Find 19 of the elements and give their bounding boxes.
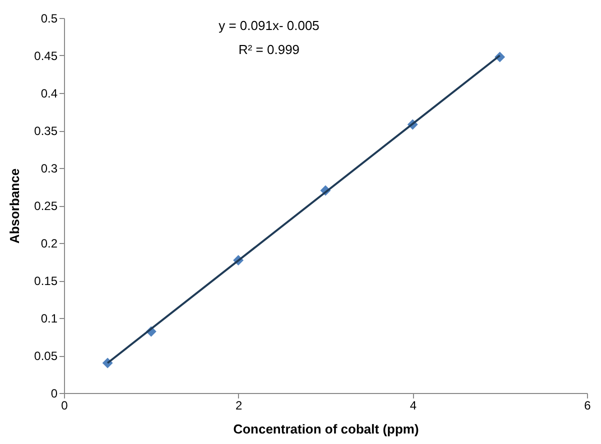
x-axis-title: Concentration of cobalt (ppm) xyxy=(233,422,419,436)
annotation: y = 0.091x- 0.005 xyxy=(218,18,320,33)
y-tick-label: 0.3 xyxy=(40,162,58,176)
y-tick-label: 0.15 xyxy=(34,274,58,288)
x-tick-label: 2 xyxy=(235,398,242,412)
y-tick-label: 0.5 xyxy=(40,12,58,26)
y-tick-label: 0 xyxy=(50,386,58,400)
y-tick-label: 0.05 xyxy=(34,349,58,363)
y-axis-title: Absorbance xyxy=(7,168,22,244)
y-tick-label: 0.1 xyxy=(40,312,58,326)
y-tick-label: 0.4 xyxy=(40,86,58,100)
y-tick-label: 0.25 xyxy=(34,199,58,213)
annotation: R² = 0.999 xyxy=(238,42,300,57)
x-tick-label: 6 xyxy=(584,398,592,412)
y-tick-label: 0.2 xyxy=(40,236,58,250)
y-tick-label: 0.35 xyxy=(34,124,58,138)
x-tick-label: 0 xyxy=(61,398,68,412)
y-tick-label: 0.45 xyxy=(34,49,58,63)
x-tick-label: 4 xyxy=(410,398,417,412)
